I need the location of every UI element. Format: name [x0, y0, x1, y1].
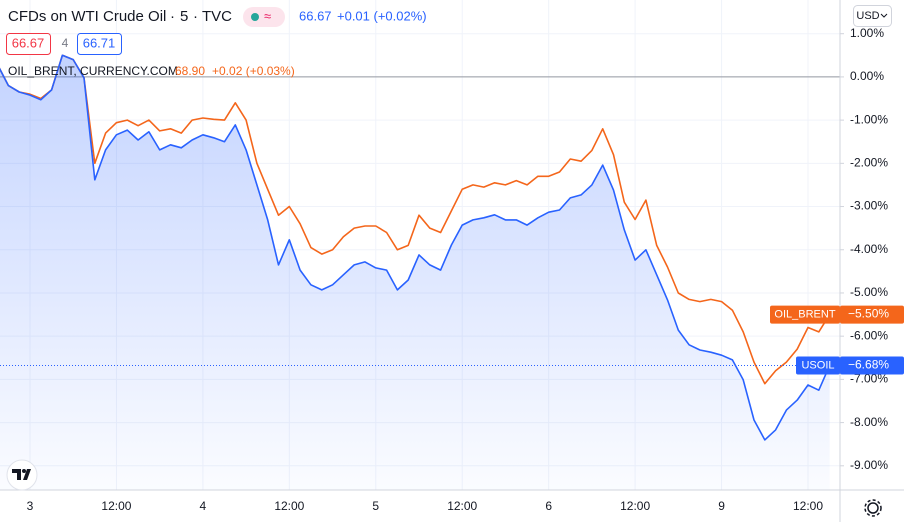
dropdown-arrow [880, 13, 888, 18]
compare-symbol[interactable]: OIL_BRENT, CURRENCY.COM [8, 64, 178, 78]
series-tag [770, 305, 840, 324]
separator: · [193, 8, 198, 25]
delayed-icon: ≈ [264, 8, 271, 23]
x-tick-label: 3 [27, 499, 34, 513]
y-tick-label: 0.00% [850, 69, 884, 83]
y-tick-label: -1.00% [850, 112, 888, 126]
x-tick-label: 12:00 [274, 499, 304, 513]
currency-label[interactable]: USD [856, 10, 879, 22]
last-price: 66.67 [299, 8, 332, 23]
x-tick-label: 12:00 [620, 499, 650, 513]
y-tick-label: -6.00% [850, 328, 888, 342]
y-tick-label: -4.00% [850, 242, 888, 256]
value-tag [840, 356, 904, 375]
plot-area [0, 54, 840, 490]
spread: 4 [62, 36, 69, 50]
value-tag-label: −5.50% [848, 307, 889, 321]
series-tag-name: USOIL [801, 359, 834, 371]
y-tick-label: -9.00% [850, 458, 888, 472]
x-tick-label: 12:00 [447, 499, 477, 513]
y-tick-label: -7.00% [850, 372, 888, 386]
value-tag [840, 305, 904, 324]
series-tag [796, 356, 840, 375]
interval[interactable]: 5 [180, 8, 188, 25]
status-pill[interactable] [243, 7, 285, 27]
ask-price[interactable]: 66.71 [83, 35, 116, 50]
y-tick-label: -3.00% [850, 199, 888, 213]
bid-price[interactable]: 66.67 [12, 35, 45, 50]
x-tick-label: 6 [545, 499, 552, 513]
x-tick-label: 9 [718, 499, 725, 513]
ask-box[interactable] [77, 33, 122, 55]
series-line [0, 54, 831, 441]
currency-button[interactable] [853, 5, 892, 27]
series-line [0, 54, 831, 385]
tv-logo[interactable] [6, 459, 38, 491]
chart-title: CFDs on WTI Crude Oil [8, 8, 166, 25]
compare-price: 68.90 [175, 64, 205, 78]
x-tick-label: 12:00 [793, 499, 823, 513]
x-tick-label: 12:00 [101, 499, 131, 513]
market-status-icon [251, 13, 259, 21]
y-tick-label: -5.00% [850, 285, 888, 299]
axes: 1.00% 0.00% -1.00% -2.00% -3.00% -4.00% -5.00%… [27, 26, 904, 513]
separator: · [170, 8, 175, 25]
y-tick-label: -8.00% [850, 415, 888, 429]
y-tick-label: 1.00% [850, 26, 884, 40]
source: TVC [202, 8, 232, 25]
settings-icon[interactable] [864, 499, 882, 517]
value-tag-label: −6.68% [848, 358, 889, 372]
x-tick-label: 4 [200, 499, 207, 513]
compare-change: +0.02 (+0.03%) [212, 64, 295, 78]
area-fill [0, 55, 830, 490]
bid-box[interactable] [6, 33, 51, 55]
price-change: +0.01 (+0.02%) [337, 8, 427, 23]
x-tick-label: 5 [372, 499, 379, 513]
series-tag-name: OIL_BRENT [774, 308, 835, 320]
y-tick-label: -2.00% [850, 156, 888, 170]
